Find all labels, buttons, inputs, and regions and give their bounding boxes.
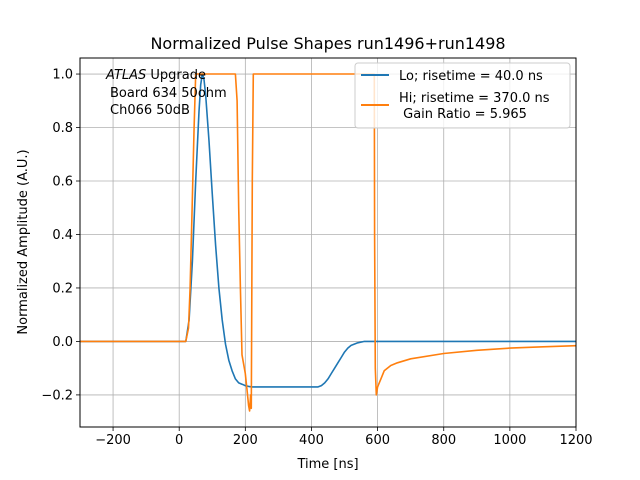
y-tick-label: 0.0 — [52, 335, 73, 350]
series-line-lo — [80, 73, 576, 388]
legend: Lo; risetime = 40.0 ns Hi; risetime = 37… — [354, 62, 571, 129]
annotation-line-3: Ch066 50dB — [110, 103, 190, 118]
y-tick-label: 0.6 — [52, 175, 73, 190]
annotation-line-2: Board 634 50ohm — [110, 86, 227, 101]
y-tick-label: 0.8 — [52, 121, 73, 136]
annotation-line-1: ATLAS Upgrade — [105, 68, 206, 83]
series-line-hi — [80, 73, 577, 412]
y-tick-label: −0.2 — [41, 388, 73, 403]
ticks: −200 0 200 400 600 800 1000 1200 −0.2 0.0 0.2 0.4 0.… — [41, 68, 592, 448]
y-tick-label: 0.2 — [52, 281, 73, 296]
x-tick-label: 0 — [175, 433, 183, 448]
legend-label-hi: Hi; risetime = 370.0 ns — [399, 91, 550, 106]
x-tick-label: 800 — [431, 433, 456, 448]
x-tick-label: 1200 — [559, 433, 592, 448]
annotation-italic: ATLAS — [105, 68, 146, 83]
x-tick-label: −200 — [95, 433, 131, 448]
legend-label-gain-ratio: Gain Ratio = 5.965 — [399, 107, 527, 122]
x-tick-label: 1000 — [493, 433, 526, 448]
legend-label-lo: Lo; risetime = 40.0 ns — [399, 69, 543, 84]
chart-title: Normalized Pulse Shapes run1496+run1498 — [150, 34, 505, 53]
y-axis-label: Normalized Amplitude (A.U.) — [16, 149, 31, 334]
series-group — [80, 73, 577, 412]
y-tick-label: 0.4 — [52, 228, 73, 243]
plot-frame — [79, 57, 577, 428]
atlas-annotation: ATLAS Upgrade Board 634 50ohm Ch066 50dB — [105, 68, 227, 118]
x-tick-label: 200 — [233, 433, 258, 448]
annotation-rest: Upgrade — [146, 68, 206, 83]
y-tick-label: 1.0 — [52, 68, 73, 83]
x-tick-label: 400 — [299, 433, 324, 448]
x-tick-label: 600 — [365, 433, 390, 448]
legend-box — [354, 62, 571, 129]
x-axis-label: Time [ns] — [296, 457, 358, 472]
